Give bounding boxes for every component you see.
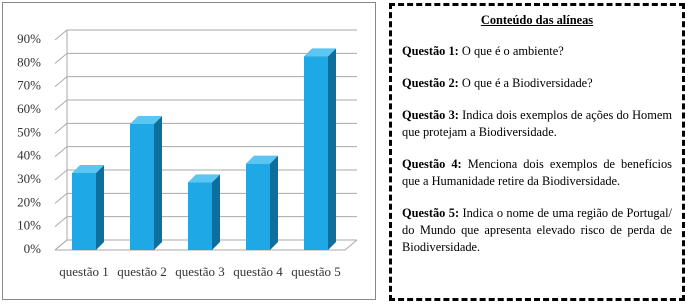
item-text: Indica o nome de uma região de Portugal/… bbox=[402, 206, 672, 254]
bar bbox=[72, 165, 104, 250]
y-tick-label: 70% bbox=[17, 78, 41, 93]
bar-top bbox=[188, 174, 220, 183]
x-tick-label: questão 5 bbox=[291, 264, 341, 279]
y-tick-label: 50% bbox=[17, 124, 41, 139]
item-text: O que é a Biodiversidade? bbox=[461, 76, 593, 90]
y-tick-label: 0% bbox=[24, 241, 42, 256]
chart: 0% 10% 20% 30% 40% 50% 60% 70% 80% 90% bbox=[17, 29, 358, 256]
bar-front bbox=[72, 173, 96, 250]
bar bbox=[304, 48, 336, 251]
grid-line bbox=[54, 52, 357, 64]
bar bbox=[188, 174, 220, 250]
item-label: Questão 4: bbox=[402, 157, 462, 171]
bar-side bbox=[328, 48, 336, 251]
y-tick-label: 60% bbox=[17, 101, 41, 116]
grid-line bbox=[54, 99, 357, 111]
bar bbox=[246, 155, 278, 250]
item-label: Questão 1: bbox=[402, 44, 459, 58]
panel-item: Questão 3: Indica dois exemplos de ações… bbox=[402, 107, 672, 141]
grid-line bbox=[54, 76, 357, 88]
y-tick-label: 40% bbox=[17, 148, 41, 163]
panel-item: Questão 1: O que é o ambiente? bbox=[402, 43, 672, 60]
panel-title: Conteúdo das alíneas bbox=[480, 13, 594, 27]
x-tick-label: questão 3 bbox=[175, 264, 225, 279]
bar-front bbox=[246, 163, 270, 250]
grid-line bbox=[54, 146, 357, 158]
item-text: Menciona dois exemplos de benefícios que… bbox=[402, 157, 672, 188]
bar bbox=[130, 116, 162, 250]
bar-front bbox=[130, 124, 154, 250]
bar-side bbox=[96, 165, 104, 250]
chart-frame bbox=[2, 2, 376, 300]
grid-line bbox=[54, 29, 357, 41]
bar-top bbox=[72, 165, 104, 173]
x-tick-label: questão 4 bbox=[233, 264, 283, 279]
bar-side bbox=[270, 155, 278, 250]
grid-line bbox=[54, 122, 357, 134]
y-tick-label: 10% bbox=[17, 218, 41, 233]
y-tick-label: 20% bbox=[17, 194, 41, 209]
panel-item: Questão 2: O que é a Biodiversidade? bbox=[402, 75, 672, 92]
bar-side bbox=[212, 174, 220, 250]
x-tick-label: questão 2 bbox=[117, 264, 167, 279]
bar-front bbox=[188, 182, 212, 250]
bar-top bbox=[304, 48, 336, 57]
item-label: Questão 2: bbox=[402, 76, 459, 90]
y-tick-label: 80% bbox=[17, 54, 41, 69]
y-tick-label: 30% bbox=[17, 171, 41, 186]
y-tick-label: 90% bbox=[17, 31, 41, 46]
bar-side bbox=[154, 116, 162, 250]
panel-items: Questão 1: O que é o ambiente? Questão 2:… bbox=[402, 43, 672, 256]
content-panel: Conteúdo das alíneas Questão 1: O que é … bbox=[389, 3, 685, 301]
bar-front bbox=[304, 56, 328, 251]
panel-item: Questão 4: Menciona dois exemplos de ben… bbox=[402, 156, 672, 190]
item-text: O que é o ambiente? bbox=[461, 44, 564, 58]
item-label: Questão 5: bbox=[402, 206, 460, 220]
panel-item: Questão 5: Indica o nome de uma região d… bbox=[402, 205, 672, 256]
x-tick-label: questão 1 bbox=[59, 264, 109, 279]
item-text: Indica dois exemplos de ações do Homem q… bbox=[402, 108, 672, 139]
bar-top bbox=[246, 155, 278, 164]
bar-top bbox=[130, 116, 162, 124]
item-label: Questão 3: bbox=[402, 108, 459, 122]
